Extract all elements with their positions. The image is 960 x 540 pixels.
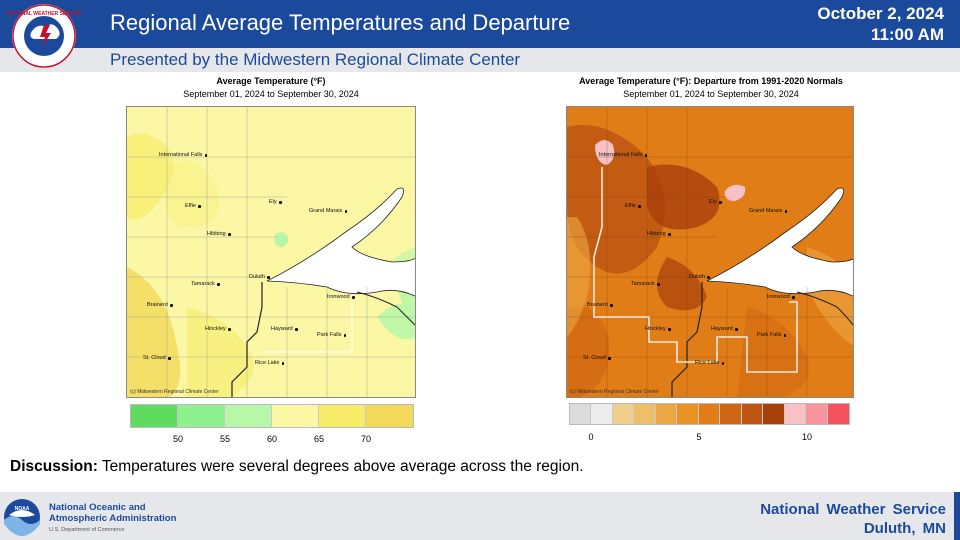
- city-label: Tamarack: [631, 281, 660, 287]
- city-label: Duluth: [689, 274, 710, 280]
- city-label: Park Falls: [317, 332, 348, 338]
- svg-text:NATIONAL WEATHER SERVICE: NATIONAL WEATHER SERVICE: [7, 11, 83, 17]
- page-subtitle: Presented by the Midwestern Regional Cli…: [110, 50, 521, 69]
- left-map-dates: September 01, 2024 to September 30, 2024: [183, 89, 359, 99]
- noaa-department: U.S. Department of Commerce: [49, 527, 125, 533]
- legend-tick: 5: [696, 432, 702, 442]
- noaa-name-line1: National Oceanic and: [49, 502, 146, 513]
- legend-tick: 50: [172, 434, 184, 444]
- legend-swatch: [806, 404, 828, 424]
- city-label: Tamarack: [191, 281, 220, 287]
- city-label: Ely: [269, 199, 282, 205]
- noaa-name: National Oceanic and Atmospheric Adminis…: [49, 502, 176, 524]
- legend-swatch: [741, 404, 764, 424]
- right-map-dates: September 01, 2024 to September 30, 2024: [623, 89, 799, 99]
- right-map-frame: (c) Midwestern Regional Climate Center I…: [566, 106, 854, 398]
- time-text: 11:00 AM: [870, 25, 944, 44]
- legend-tick: 70: [360, 434, 372, 444]
- city-label: Hibbing: [207, 231, 231, 237]
- legend-swatch: [677, 404, 699, 424]
- left-map-credit: (c) Midwestern Regional Climate Center: [130, 389, 219, 395]
- city-label: Hayward: [711, 326, 738, 332]
- noaa-logo-icon: NOAA: [4, 499, 40, 536]
- city-label: Ironwood: [767, 294, 795, 300]
- legend-swatch: [634, 404, 656, 424]
- subtitle-bar: [0, 48, 960, 72]
- city-label: Rice Lake: [255, 360, 286, 366]
- right-map-image: [567, 107, 853, 397]
- office-block: National Weather Service Duluth, MN: [760, 500, 946, 538]
- legend-tick: 60: [266, 434, 278, 444]
- left-map-frame: (c) Midwestern Regional Climate Center I…: [126, 106, 416, 398]
- left-legend-bar: [130, 404, 414, 428]
- date-text: October 2, 2024: [817, 4, 944, 23]
- office-line2: Duluth, MN: [863, 520, 946, 537]
- footer-bar: [0, 492, 960, 540]
- legend-swatch: [763, 404, 785, 424]
- city-label: Ironwood: [327, 294, 355, 300]
- city-label: Effie: [185, 203, 201, 209]
- legend-swatch: [272, 405, 319, 427]
- city-label: St. Cloud: [143, 355, 171, 361]
- right-map-panel: Average Temperature (°F): Departure from…: [566, 76, 856, 99]
- city-label: Rice Lake: [695, 360, 726, 366]
- city-label: Hinckley: [645, 326, 671, 332]
- legend-swatch: [720, 404, 742, 424]
- nws-logo-icon: NATIONAL WEATHER SERVICE: [7, 4, 83, 68]
- legend-swatch: [178, 405, 225, 427]
- legend-swatch: [225, 405, 272, 427]
- right-map-credit: (c) Midwestern Regional Climate Center: [570, 389, 659, 395]
- city-label: Ely: [709, 199, 722, 205]
- right-legend-bar: [569, 403, 850, 425]
- legend-swatch: [570, 404, 592, 424]
- date-block: October 2, 2024 11:00 AM: [817, 3, 944, 45]
- legend-tick: 65: [313, 434, 325, 444]
- legend-tick: 10: [801, 432, 813, 442]
- city-label: Grand Marais: [749, 208, 788, 214]
- left-map-image: [127, 107, 415, 397]
- page-title: Regional Average Temperatures and Depart…: [110, 10, 571, 35]
- city-label: Brainerd: [587, 302, 613, 308]
- city-label: Brainerd: [147, 302, 173, 308]
- city-label: Effie: [625, 203, 641, 209]
- city-label: Hibbing: [647, 231, 671, 237]
- legend-swatch: [612, 404, 635, 424]
- legend-swatch: [591, 404, 613, 424]
- legend-tick: 0: [588, 432, 594, 442]
- city-label: International Falls: [159, 152, 208, 158]
- legend-swatch: [784, 404, 807, 424]
- city-label: Duluth: [249, 274, 270, 280]
- discussion-text: Discussion: Temperatures were several de…: [10, 458, 584, 476]
- discussion-label: Discussion:: [10, 458, 98, 475]
- office-line1: National Weather Service: [760, 501, 946, 518]
- legend-swatch: [319, 405, 366, 427]
- legend-swatch: [131, 405, 178, 427]
- city-label: Hinckley: [205, 326, 231, 332]
- legend-swatch: [366, 405, 413, 427]
- discussion-body: Temperatures were several degrees above …: [97, 458, 584, 475]
- legend-swatch: [827, 404, 850, 424]
- right-map-title: Average Temperature (°F): Departure from…: [579, 76, 843, 86]
- city-label: Park Falls: [757, 332, 788, 338]
- city-label: Grand Marais: [309, 208, 348, 214]
- city-label: St. Cloud: [583, 355, 611, 361]
- legend-swatch: [655, 404, 678, 424]
- header-bar: [0, 0, 960, 48]
- left-map-panel: Average Temperature (°F) September 01, 2…: [126, 76, 416, 99]
- svg-text:NOAA: NOAA: [15, 506, 30, 512]
- legend-swatch: [698, 404, 721, 424]
- footer-accent: [954, 492, 960, 540]
- left-map-title: Average Temperature (°F): [216, 76, 326, 86]
- noaa-name-line2: Atmospheric Administration: [49, 513, 177, 524]
- city-label: International Falls: [599, 152, 648, 158]
- legend-tick: 55: [219, 434, 231, 444]
- city-label: Hayward: [271, 326, 298, 332]
